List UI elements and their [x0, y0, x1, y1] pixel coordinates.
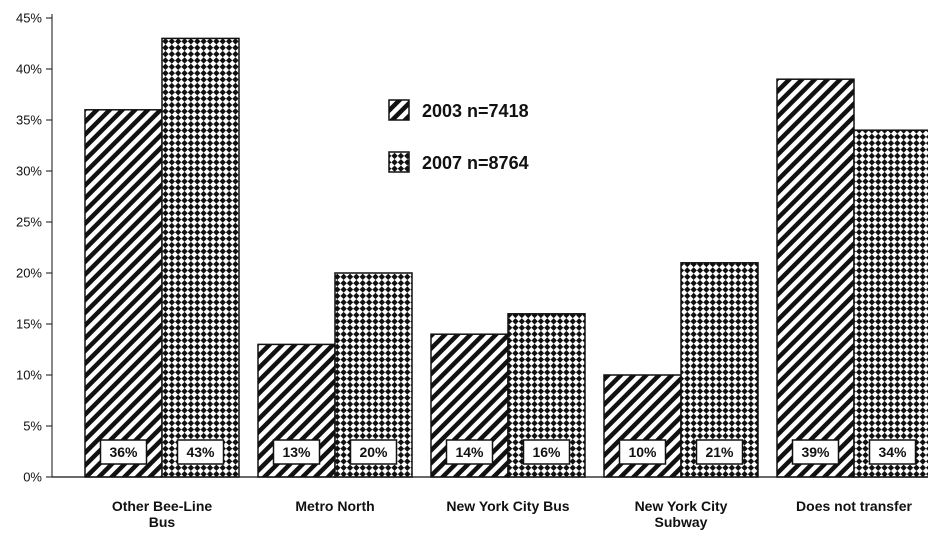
bar	[776, 78, 855, 478]
data-label-box	[868, 439, 917, 465]
x-category-label: Metro North	[295, 498, 374, 514]
y-tick-label: 10%	[16, 368, 42, 383]
data-label-box	[618, 439, 667, 465]
bar	[84, 109, 163, 478]
data-label: 21%	[705, 444, 734, 460]
legend-label: 2003 n=7418	[422, 101, 529, 121]
legend-swatch	[388, 99, 410, 121]
y-tick-label: 20%	[16, 266, 42, 281]
y-tick-label: 0%	[23, 470, 42, 485]
y-tick-label: 15%	[16, 317, 42, 332]
x-category-label: Bus	[149, 514, 176, 530]
legend: 2003 n=7418 2007 n=8764	[388, 99, 529, 173]
y-axis: 0% 5% 10% 15% 20% 25% 30% 35% 40% 45%	[16, 11, 53, 485]
data-label-box	[445, 439, 494, 465]
data-label: 16%	[532, 444, 561, 460]
data-label-box	[695, 439, 744, 465]
data-label: 10%	[628, 444, 657, 460]
x-category-label: Other Bee-Line	[112, 498, 213, 514]
x-category-label: New York City Bus	[446, 498, 569, 514]
data-label: 13%	[282, 444, 311, 460]
legend-swatch	[388, 151, 410, 173]
data-label-box	[272, 439, 321, 465]
y-tick-label: 45%	[16, 11, 42, 26]
x-category-label: New York City	[635, 498, 728, 514]
data-label-box	[99, 439, 148, 465]
data-label-box	[522, 439, 571, 465]
bars: 36% 43% 13% 20% 14% 16% 10% 21% 39% 34%	[52, 37, 928, 478]
data-label: 36%	[109, 444, 138, 460]
y-tick-label: 40%	[16, 62, 42, 77]
data-label: 43%	[186, 444, 215, 460]
data-label-box	[176, 439, 225, 465]
x-category-label: Subway	[655, 514, 708, 530]
data-label: 34%	[878, 444, 907, 460]
data-label: 14%	[455, 444, 484, 460]
y-tick-label: 5%	[23, 419, 42, 434]
legend-label: 2007 n=8764	[422, 153, 529, 173]
data-label-box	[791, 439, 840, 465]
bar	[161, 37, 240, 478]
y-tick-label: 30%	[16, 164, 42, 179]
data-label: 39%	[801, 444, 830, 460]
data-label-box	[349, 439, 398, 465]
y-tick-label: 35%	[16, 113, 42, 128]
y-tick-label: 25%	[16, 215, 42, 230]
x-category-label: Does not transfer	[796, 498, 912, 514]
bar	[853, 129, 928, 478]
data-label: 20%	[359, 444, 388, 460]
